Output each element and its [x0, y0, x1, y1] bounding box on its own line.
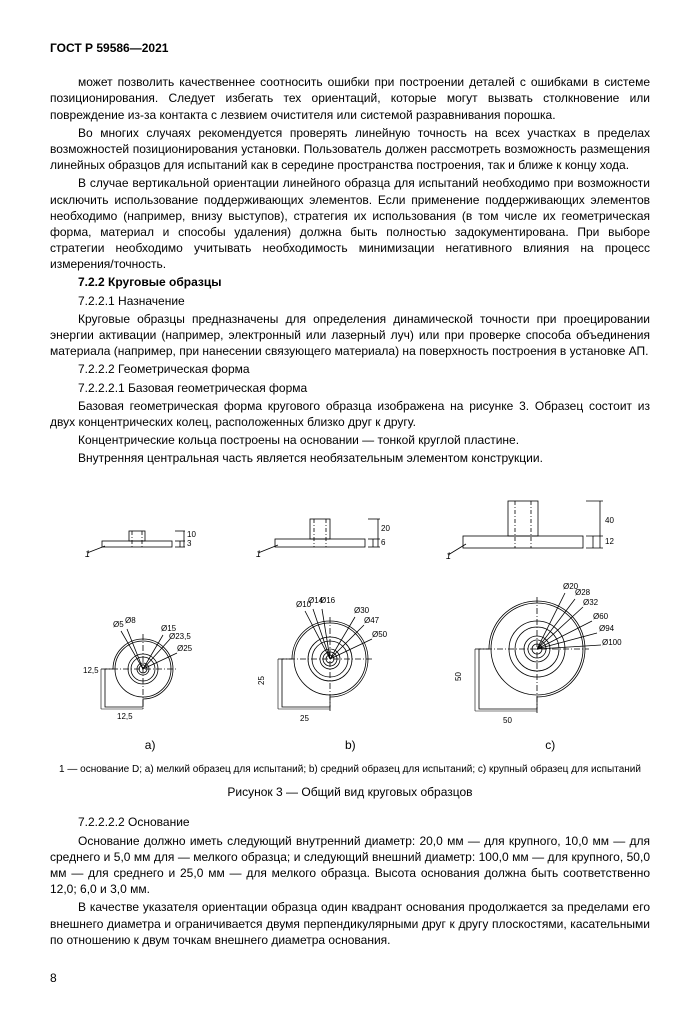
fig-a-top: Ø5 Ø8 Ø15 Ø23,5 Ø25 12,5 12,5 [73, 609, 203, 729]
fig-b-h2: 20 [381, 524, 390, 533]
para-3: В случае вертикальной ориентации линейно… [50, 175, 650, 272]
para-9: В качестве указателя ориентации образца … [50, 899, 650, 948]
c-e1: 50 [503, 716, 512, 725]
b-e0: 25 [257, 675, 266, 684]
c-d5: Ø100 [602, 638, 622, 647]
figure-caption: Рисунок 3 — Общий вид круговых образцов [50, 784, 650, 800]
heading-72221: 7.2.2.2.1 Базовая геометрическая форма [50, 380, 650, 396]
page-number: 8 [50, 970, 650, 986]
fig-a-h1: 3 [187, 539, 192, 548]
b-e1: 25 [300, 714, 309, 723]
heading-7222: 7.2.2.2 Геометрическая форма [50, 361, 650, 377]
figure-row-top: Ø5 Ø8 Ø15 Ø23,5 Ø25 12,5 12,5 [50, 569, 650, 729]
fig-a-h2: 10 [187, 530, 196, 539]
figure-3: 1 3 10 1 6 20 [50, 481, 650, 801]
heading-7221: 7.2.2.1 Назначение [50, 293, 650, 309]
a-d3: Ø23,5 [169, 632, 191, 641]
fig-label-c: c) [545, 737, 555, 753]
a-d4: Ø25 [177, 644, 193, 653]
fig-b-side: 1 6 20 [250, 491, 390, 561]
a-d1: Ø8 [125, 616, 136, 625]
fig-b-top: Ø10 Ø14 Ø16 Ø30 Ø47 Ø50 25 25 [250, 589, 400, 729]
para-5: Базовая геометрическая форма кругового о… [50, 398, 650, 430]
c-d2: Ø32 [583, 598, 599, 607]
a-d0: Ø5 [113, 620, 124, 629]
heading-72222: 7.2.2.2.2 Основание [50, 814, 650, 830]
fig-c-h1: 12 [605, 537, 614, 546]
c-d3: Ø60 [593, 612, 609, 621]
fig-label-b: b) [345, 737, 356, 753]
b-d2: Ø16 [320, 596, 336, 605]
doc-header: ГОСТ Р 59586—2021 [50, 40, 650, 56]
a-e1: 12,5 [117, 712, 133, 721]
fig-b-lead: 1 [256, 549, 261, 559]
fig-a-lead: 1 [85, 549, 90, 559]
fig-c-side: 1 12 40 [443, 481, 623, 561]
fig-b-h1: 6 [381, 538, 386, 547]
fig-label-a: a) [145, 737, 156, 753]
fig-c-top: Ø20 Ø28 Ø32 Ø60 Ø94 Ø100 50 50 [447, 569, 627, 729]
fig-c-h2: 40 [605, 516, 614, 525]
a-e0: 12,5 [83, 666, 99, 675]
para-2: Во многих случаях рекомендуется проверят… [50, 125, 650, 174]
para-7: Внутренняя центральная часть является не… [50, 450, 650, 466]
para-1: может позволить качественнее соотносить … [50, 74, 650, 123]
fig-c-lead: 1 [446, 551, 451, 561]
figure-row-side: 1 3 10 1 6 20 [50, 481, 650, 561]
figure-legend: 1 — основание D; a) мелкий образец для и… [50, 763, 650, 777]
para-8: Основание должно иметь следующий внутрен… [50, 833, 650, 898]
c-d4: Ø94 [599, 624, 615, 633]
c-e0: 50 [454, 671, 463, 680]
b-d5: Ø50 [372, 630, 388, 639]
b-d4: Ø47 [364, 616, 380, 625]
para-6: Концентрические кольца построены на осно… [50, 432, 650, 448]
c-d1: Ø28 [575, 588, 591, 597]
para-4: Круговые образцы предназначены для опред… [50, 311, 650, 360]
figure-labels: a) b) c) [50, 737, 650, 753]
b-d3: Ø30 [354, 606, 370, 615]
fig-a-side: 1 3 10 [77, 501, 197, 561]
heading-722: 7.2.2 Круговые образцы [50, 274, 650, 290]
